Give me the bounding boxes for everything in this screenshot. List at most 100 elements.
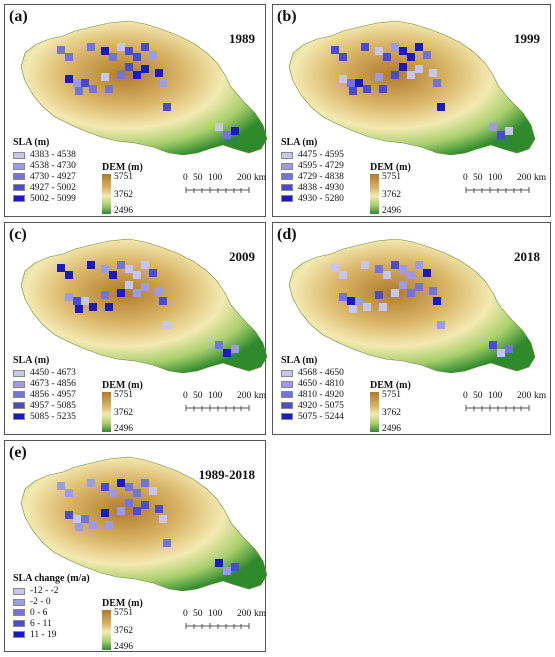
glacier-cell [383,271,391,279]
glacier-cell [437,321,445,329]
glacier-cell [101,265,109,273]
dem-legend: DEM (m) 5751 3762 2496 [102,598,144,652]
sla-legend-label: 4957 - 5085 [30,400,76,411]
sla-legend-swatch [13,151,25,159]
glacier-cell [163,321,171,329]
glacier-cell [81,79,89,87]
panel-label: (d) [277,226,297,243]
dem-legend: DEM (m) 5751 3762 2496 [370,380,412,434]
glacier-cell [117,71,125,79]
panel-period: 2009 [229,249,255,264]
sla-legend-item: 4650 - 4810 [281,379,344,390]
dem-map [288,238,536,374]
scale-unit: km [254,173,267,183]
glacier-cell [391,289,399,297]
glacier-cell [141,43,149,51]
glacier-cell [65,511,73,519]
dem-legend-title: DEM (m) [102,598,143,609]
sla-legend-label: 4856 - 4957 [30,389,76,400]
sla-legend-item: 4856 - 4957 [13,390,76,401]
sla-legend-swatch [13,369,25,377]
dem-map [288,20,536,156]
glacier-cell [375,265,383,273]
glacier-cell [231,127,239,135]
glacier-cell [65,293,73,301]
glacier-cell [361,43,369,51]
glacier-cell [73,515,81,523]
dem-mid: 3762 [114,408,133,418]
sla-legend-swatch [13,587,25,595]
glacier-cell [215,123,223,131]
glacier-cell [399,63,407,71]
scale-bar: 0 50 100 200 km [183,609,266,639]
dem-mid: 3762 [114,190,133,200]
sla-legend-title: SLA (m) [13,137,50,148]
scale-bar: 0 50 100 200 km [183,173,266,203]
sla-legend-item: 6 - 11 [13,618,90,629]
glacier-cell [125,63,133,71]
sla-legend-item: 4810 - 4920 [281,390,344,401]
scale-tick-0: 0 [463,173,468,183]
glacier-cell [105,521,113,529]
dem-map [20,238,267,374]
glacier-cell [423,269,431,277]
dem-color-ramp [370,174,379,214]
sla-legend-item: 4475 - 4595 [281,150,344,161]
dem-color-ramp [102,610,111,650]
glacier-cell [87,43,95,51]
glacier-cell [149,487,157,495]
glacier-cell [109,53,117,61]
glacier-cell [375,47,383,55]
glacier-cell [105,85,113,93]
sla-legend-title: SLA (m) [281,137,318,148]
sla-legend-label: 5075 - 5244 [298,411,344,422]
dem-legend-title: DEM (m) [370,380,411,391]
sla-legend-swatch [13,413,25,421]
glacier-cell [101,483,109,491]
sla-legend: SLA (m) 4475 - 4595 4595 - 4729 4729 - 483… [281,137,344,204]
glacier-cell [349,305,357,313]
glacier-cell [399,47,407,55]
sla-legend-label: 4930 - 5280 [298,193,344,204]
glacier-cell [141,261,149,269]
glacier-cell [155,69,163,77]
scale-tick-50: 50 [473,173,483,183]
glacier-cell [117,507,125,515]
glacier-cell [497,349,505,357]
glacier-cell [331,264,339,272]
glacier-cell [87,479,95,487]
panel-period: 1989 [229,31,255,46]
sla-legend-rows: 4383 - 4538 4538 - 4730 4730 - 4927 4927 - … [13,150,76,204]
glacier-cell [339,53,347,61]
sla-legend-label: 5085 - 5235 [30,411,76,422]
scale-tick-0: 0 [183,173,188,183]
sla-legend-label: 6 - 11 [30,618,52,629]
dem-legend-title: DEM (m) [370,162,411,173]
sla-legend-label: 4450 - 4673 [30,368,76,379]
sla-legend-item: 4920 - 5075 [281,400,344,411]
glacier-cell [75,305,83,313]
glacier-cell [141,65,149,73]
sla-legend-item: 4450 - 4673 [13,368,76,379]
glacier-cell [133,507,141,515]
sla-legend-swatch [13,609,25,617]
glacier-cell [399,281,407,289]
panel-label: (e) [9,444,27,461]
glacier-cell [391,261,399,269]
scale-unit: km [534,391,547,401]
glacier-cell [339,271,347,279]
scale-tick-100: 100 [488,391,503,401]
panel-period: 1989-2018 [198,467,255,482]
dem-color-ramp [102,174,111,214]
dem-high: 5751 [382,172,401,182]
sla-legend-label: 4383 - 4538 [30,150,76,161]
panel-period: 1999 [514,31,540,46]
glacier-cell [125,499,133,507]
map-panel-e: (e) 1989-2018 SLA change (m/a) -12 - -2-… [4,440,267,652]
scale-line [185,187,250,193]
scale-tick-100: 100 [488,173,503,183]
glacier-cell [163,539,171,547]
dem-low: 2496 [382,424,401,434]
